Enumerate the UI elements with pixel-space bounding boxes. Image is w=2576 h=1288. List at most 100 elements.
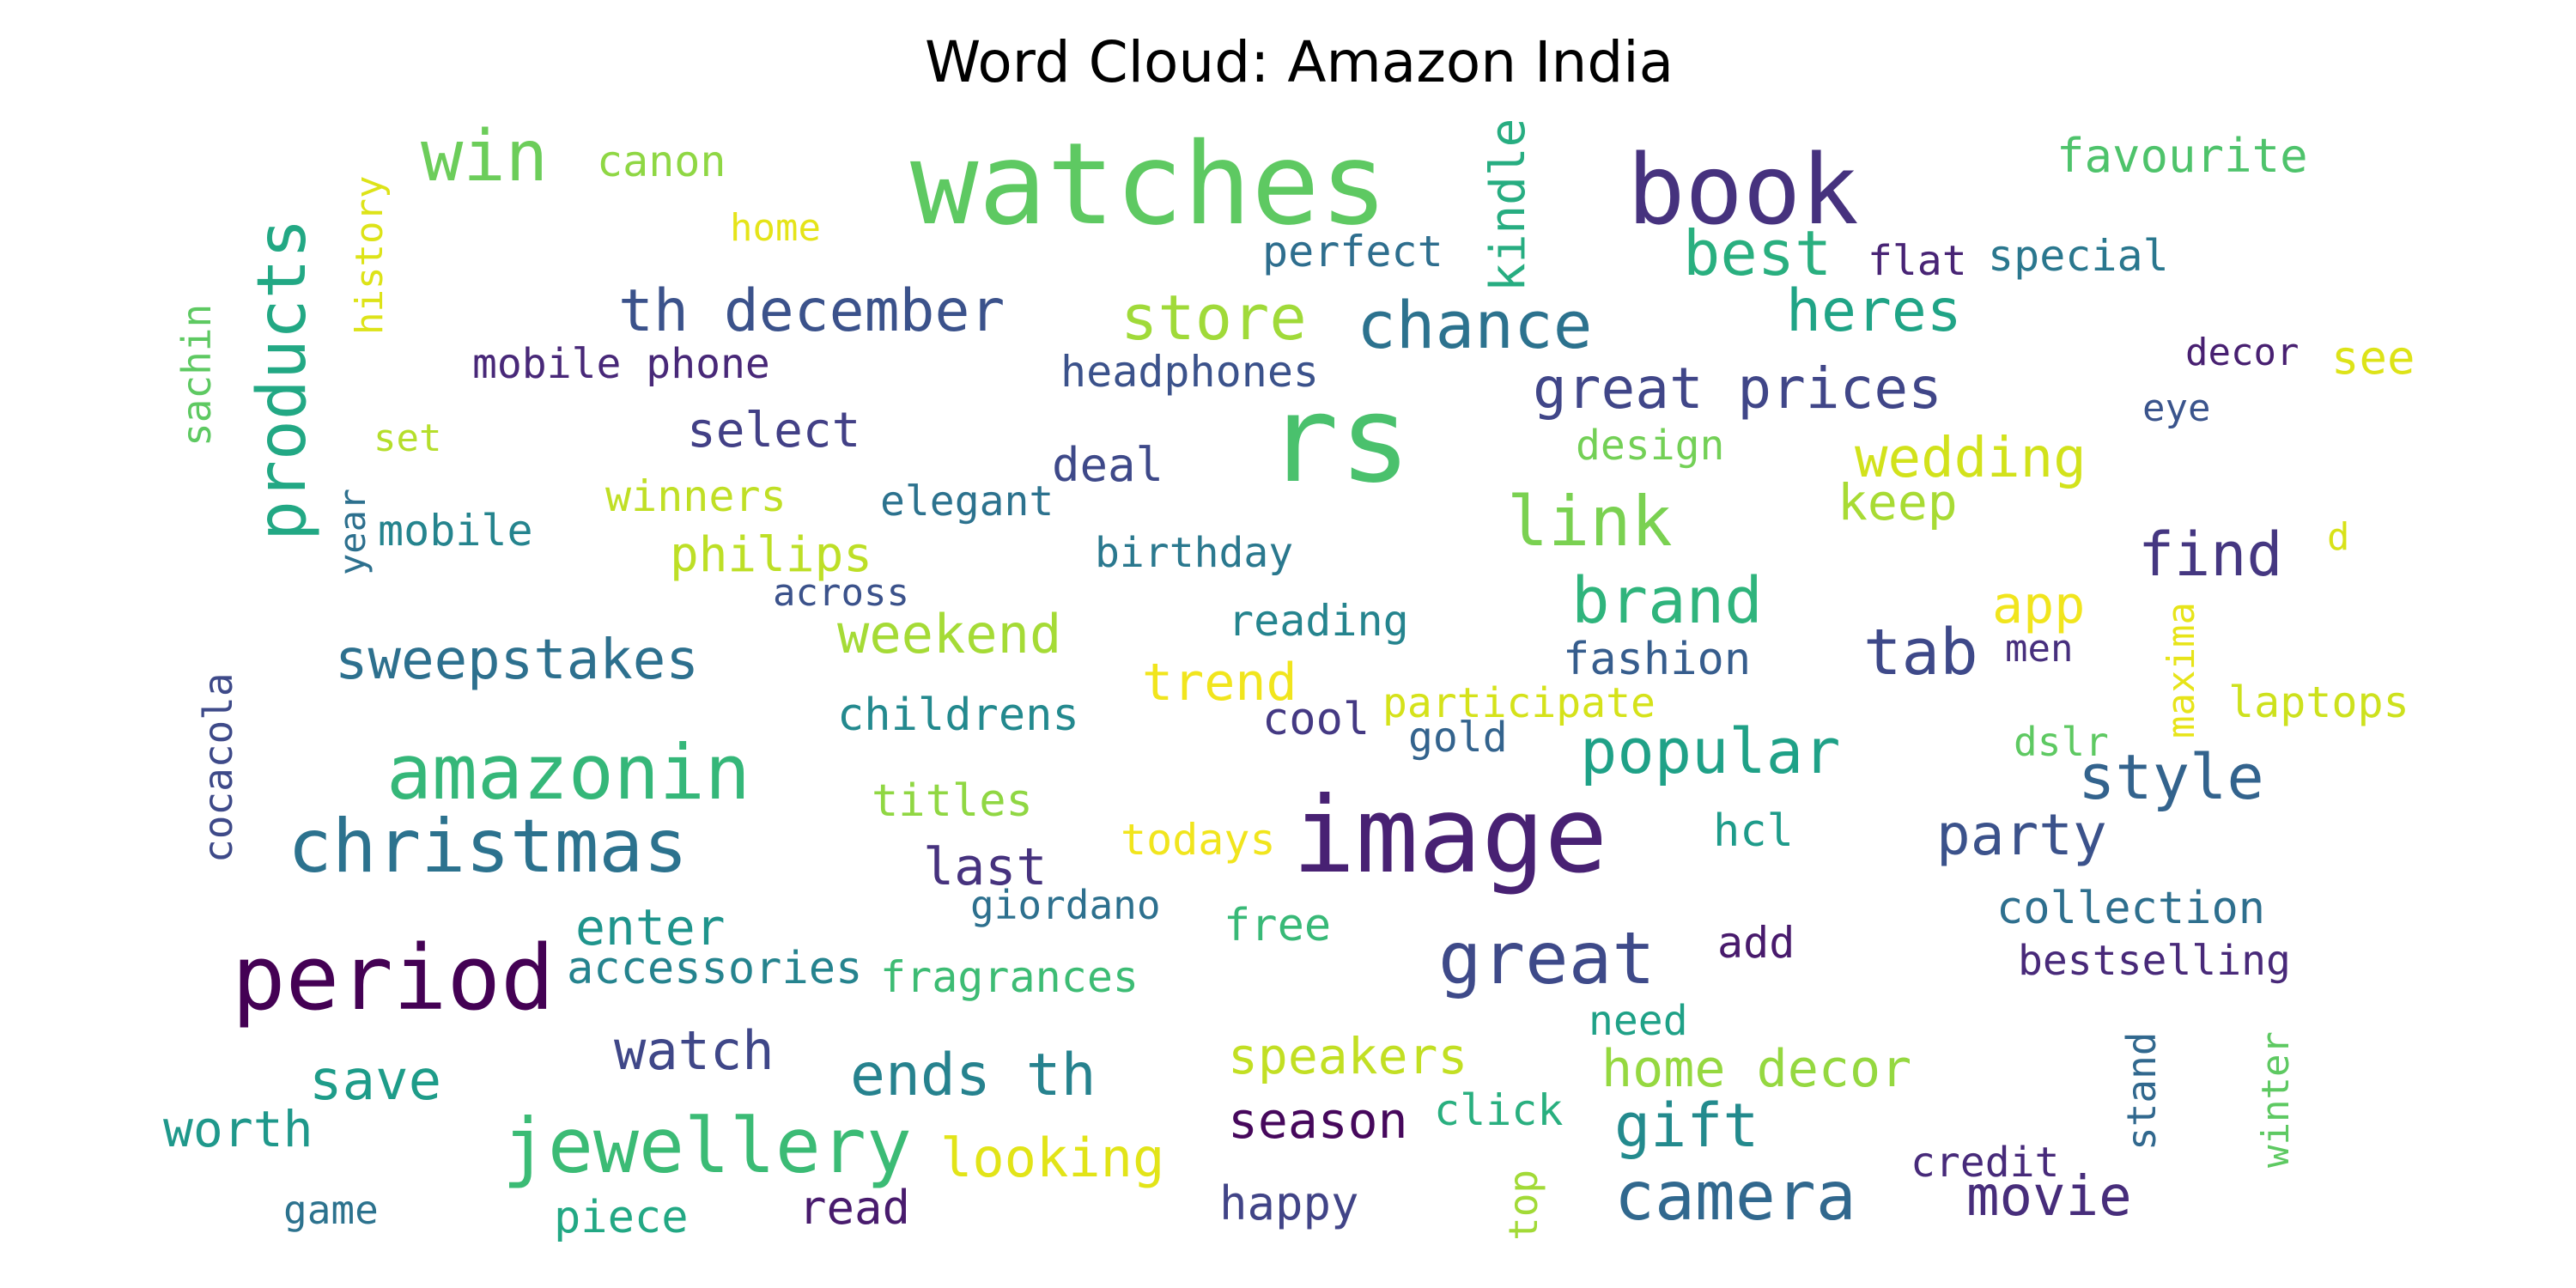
- word-see: see: [2331, 331, 2415, 385]
- word-design: design: [1576, 422, 1724, 470]
- word-win: win: [421, 116, 548, 197]
- word-home-decor: home decor: [1601, 1039, 1911, 1099]
- word-kindle: kindle: [1480, 118, 1536, 292]
- word-trend: trend: [1142, 653, 1297, 713]
- word-free: free: [1224, 900, 1331, 951]
- word-movie: movie: [1966, 1165, 2132, 1229]
- word-decor: decor: [2185, 331, 2299, 374]
- word-season: season: [1228, 1091, 1408, 1150]
- word-d: d: [2327, 515, 2350, 559]
- word-top: top: [1500, 1170, 1546, 1241]
- word-watch: watch: [614, 1019, 775, 1082]
- word-reading: reading: [1228, 596, 1409, 646]
- word-across: across: [773, 571, 909, 615]
- word-collection: collection: [1996, 883, 2265, 934]
- word-products: products: [244, 218, 321, 541]
- word-party: party: [1936, 802, 2107, 868]
- word-keep: keep: [1838, 473, 1958, 532]
- word-birthday: birthday: [1095, 529, 1293, 577]
- word-men: men: [2005, 627, 2073, 671]
- word-jewellery: jewellery: [502, 1102, 912, 1190]
- word-favourite: favourite: [2057, 129, 2308, 183]
- word-store: store: [1121, 282, 1307, 354]
- word-headphones: headphones: [1060, 347, 1319, 397]
- chart-title: Word Cloud: Amazon India: [925, 29, 1674, 95]
- word-set: set: [374, 416, 441, 460]
- word-style: style: [2078, 741, 2264, 813]
- word-happy: happy: [1219, 1176, 1359, 1230]
- word-laptops: laptops: [2228, 677, 2409, 727]
- word-rs: rs: [1267, 370, 1412, 510]
- word-elegant: elegant: [880, 477, 1054, 526]
- word-christmas: christmas: [288, 804, 688, 890]
- word-childrens: childrens: [837, 690, 1079, 741]
- word-bestselling: bestselling: [2018, 937, 2291, 985]
- word-save: save: [309, 1049, 441, 1113]
- word-cloud: watches rs book image period christmasamazoni…: [163, 116, 2415, 1243]
- word-looking: looking: [940, 1127, 1164, 1189]
- word-history: history: [348, 176, 392, 335]
- word-enter: enter: [575, 898, 726, 957]
- word-best: best: [1683, 217, 1832, 289]
- word-cool: cool: [1262, 694, 1370, 745]
- word-todays: todays: [1121, 815, 1276, 865]
- word-flat: flat: [1868, 237, 1967, 285]
- word-add: add: [1717, 918, 1795, 968]
- word-find: find: [2138, 519, 2283, 590]
- word-camera: camera: [1614, 1158, 1856, 1236]
- word-stand: stand: [2118, 1032, 2165, 1151]
- word-sweepstakes: sweepstakes: [335, 629, 699, 692]
- word-home: home: [730, 206, 821, 250]
- word-weekend: weekend: [837, 603, 1061, 665]
- word-mobile-phone: mobile phone: [472, 340, 770, 388]
- word-read: read: [799, 1181, 910, 1235]
- word-image: image: [1292, 775, 1607, 896]
- word-great-prices: great prices: [1533, 355, 1942, 422]
- word-piece: piece: [554, 1192, 689, 1243]
- word-winter: winter: [2254, 1031, 2298, 1168]
- word-click: click: [1434, 1085, 1564, 1135]
- word-period: period: [232, 926, 555, 1030]
- word-heres: heres: [1786, 277, 1962, 345]
- word-year: year: [331, 489, 374, 575]
- word-app: app: [1992, 575, 2085, 635]
- word-book: book: [1627, 135, 1859, 246]
- word-dslr: dslr: [2014, 719, 2109, 765]
- word-accessories: accessories: [567, 943, 862, 994]
- word-gold: gold: [1408, 714, 1508, 762]
- word-hcl: hcl: [1713, 805, 1794, 857]
- word-game: game: [283, 1187, 379, 1233]
- word-worth: worth: [163, 1100, 313, 1158]
- word-fragrances: fragrances: [880, 952, 1139, 1002]
- word-last: last: [923, 837, 1048, 897]
- word-mobile: mobile: [378, 506, 533, 556]
- word-need: need: [1589, 997, 1688, 1045]
- word-winners: winners: [605, 471, 787, 521]
- word-brand: brand: [1571, 564, 1763, 638]
- word-titles: titles: [872, 775, 1033, 827]
- word-select: select: [687, 403, 860, 459]
- word-popular: popular: [1580, 715, 1840, 787]
- word-giordano: giordano: [970, 882, 1161, 928]
- word-link: link: [1507, 482, 1673, 562]
- word-canon: canon: [597, 137, 726, 186]
- word-sachin: sachin: [173, 304, 220, 447]
- word-gift: gift: [1614, 1091, 1759, 1161]
- word-great: great: [1438, 916, 1656, 1000]
- word-participate: participate: [1382, 679, 1656, 727]
- word-th-december: th december: [618, 277, 1005, 345]
- word-amazonin: amazonin: [386, 728, 750, 817]
- word-speakers: speakers: [1228, 1027, 1467, 1085]
- word-eye: eye: [2142, 386, 2210, 430]
- word-cocacola: cocacola: [195, 672, 241, 863]
- word-perfect: perfect: [1262, 227, 1443, 276]
- word-fashion: fashion: [1563, 634, 1751, 685]
- word-wedding: wedding: [1855, 427, 2087, 490]
- word-credit: credit: [1911, 1139, 2059, 1187]
- word-watches: watches: [910, 118, 1388, 251]
- word-special: special: [1988, 231, 2169, 281]
- word-deal: deal: [1052, 438, 1163, 492]
- word-ends-th: ends th: [850, 1042, 1097, 1109]
- word-chance: chance: [1357, 287, 1593, 363]
